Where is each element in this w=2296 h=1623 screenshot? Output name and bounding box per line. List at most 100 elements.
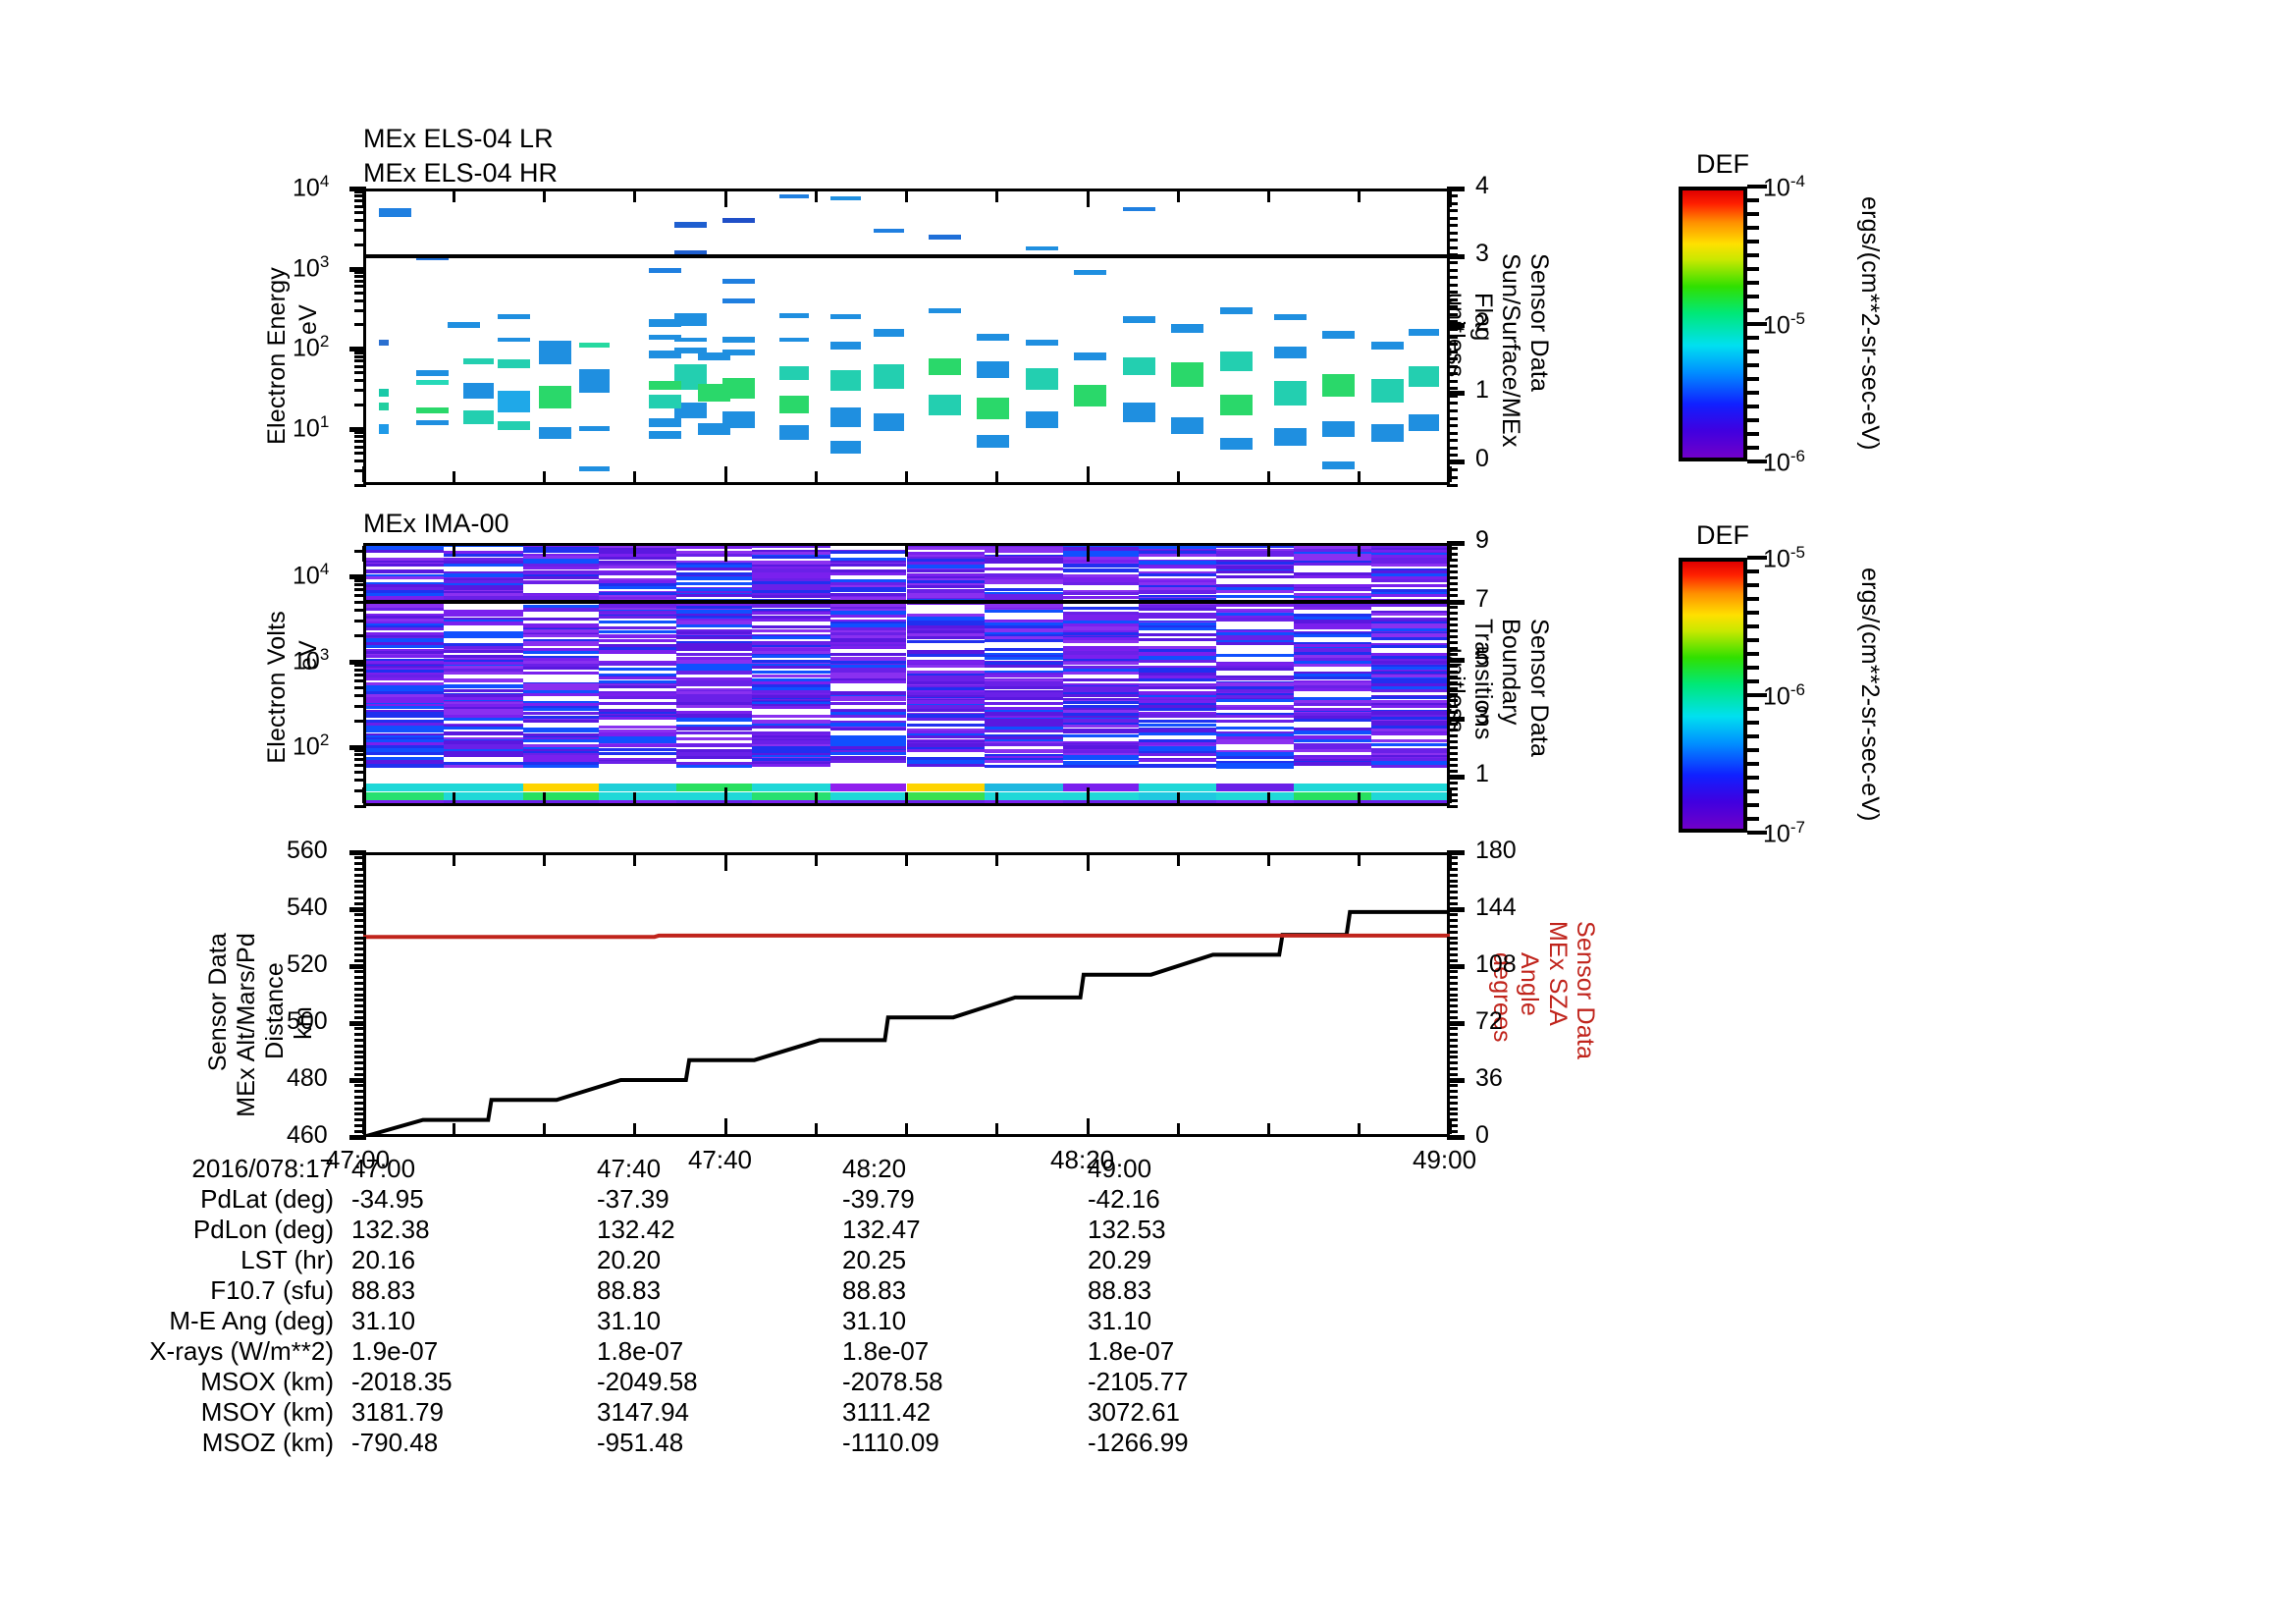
axis-tick [1747,267,1759,271]
table-cell: -42.16 [1088,1184,1160,1214]
table-cell: -1110.09 [842,1428,939,1457]
table-row: MSOZ (km) -790.48 -951.48 -1110.09 -1266.99 [0,1428,1333,1458]
table-row: LST (hr) 20.16 20.20 20.25 20.29 [0,1245,1333,1275]
table-cell: 132.53 [1088,1215,1166,1244]
table-cell: -1266.99 [1088,1428,1189,1457]
axis-tick [1747,789,1759,793]
table-cell: -37.39 [597,1184,669,1214]
axis-tick [1747,611,1759,615]
table-row-label: PdLat (deg) [200,1184,334,1214]
panel-bottom-plot-area[interactable] [363,852,1450,1137]
axis-tick [1747,336,1759,340]
axis-tick [1747,405,1759,408]
panel-bottom-left-axis-label-1: Sensor Data [204,933,232,1072]
panel-middle-left-axis-unit: eV [294,640,322,671]
panel-bottom-ytick-left: 520 [287,950,328,978]
panel-middle-right-axis-label-1: Sensor Data [1525,619,1553,758]
panel-middle-right-axis-label-2: Boundary [1497,619,1524,726]
panel-bottom-ytick-left: 560 [287,837,328,864]
colorbar-middle-gradient [1679,558,1747,833]
colorbar-middle-title: DEF [1696,520,1749,550]
panel-bottom-left-axis-label-4: km [290,1006,317,1040]
panel-top-left-axis-label: Electron Energy [263,267,291,445]
table-cell: 31.10 [1088,1306,1152,1335]
axis-tick [1747,803,1759,807]
table-cell: 31.10 [597,1306,662,1335]
panel-middle-right-axis-label-3: Transitions [1469,619,1497,740]
axis-tick [1747,253,1759,257]
table-row-label: MSOY (km) [200,1397,334,1427]
table-cell: 20.29 [1088,1245,1152,1274]
axis-tick [1747,432,1759,436]
data-table: 2016/078:17 47:00 47:40 48:20 49:00 PdLat (de… [0,1154,1531,1458]
panel-top-right-axis-label-1: Sensor Data [1525,253,1553,393]
panel-top-right-axis-label-3: Flag [1469,293,1497,342]
table-cell: -2105.77 [1088,1367,1189,1396]
axis-tick [1747,679,1759,683]
table-row-label: MSOX (km) [200,1367,334,1396]
panel-middle-right-tick: 1 [1475,760,1489,788]
axis-tick [1747,817,1759,821]
axis-tick [1747,776,1759,780]
colorbar-middle-tick-mid: 10-6 [1763,680,1805,711]
panel-bottom-ytick-left: 540 [287,893,328,921]
table-cell: 1.8e-07 [842,1336,930,1366]
table-cell: 20.16 [351,1245,416,1274]
panel-middle-right-tick: 9 [1475,526,1489,554]
panel-top-ytick: 101 [293,411,330,443]
table-row-label: X-rays (W/m**2) [149,1336,334,1366]
panel-middle-right-tick: 7 [1475,584,1489,613]
axis-tick [1747,569,1759,573]
table-cell: 132.47 [842,1215,921,1244]
panel-middle-left-axis-label: Electron Volts [263,611,291,764]
table-row: PdLon (deg) 132.38 132.42 132.47 132.53 [0,1215,1333,1245]
table-cell: 3181.79 [351,1397,444,1427]
axis-tick [1747,734,1759,738]
panel-top-ytick: 103 [293,251,330,282]
axis-tick [1747,583,1759,587]
table-cell: 1.9e-07 [351,1336,439,1366]
table-row-label: MSOZ (km) [201,1428,334,1457]
table-row-label: F10.7 (sfu) [210,1275,334,1305]
panel-top-right-tick: 0 [1475,444,1489,472]
table-cell: 31.10 [351,1306,416,1335]
panel-bottom-left-axis-label-3: Distance [261,962,289,1059]
panel-bottom-right-axis-label-1: Sensor Data [1572,921,1599,1060]
panel-bottom-ytick-right: 180 [1475,837,1517,864]
axis-tick [1747,240,1759,243]
panel-bottom-ytick-right: 36 [1475,1064,1503,1092]
table-cell: 3072.61 [1088,1397,1180,1427]
axis-tick [1747,652,1759,656]
table-cell: -34.95 [351,1184,424,1214]
axis-tick [1747,363,1759,367]
panel-top-right-tick: 4 [1475,172,1489,199]
table-row-label: PdLon (deg) [192,1215,334,1244]
table-cell: 132.38 [351,1215,430,1244]
panel-middle-right-axis-label-4: unitless [1442,648,1469,733]
panel-middle-plot-area[interactable] [363,543,1450,806]
table-row-label: 2016/078:17 [191,1154,334,1183]
axis-tick [1747,748,1759,752]
panel-top-right-tick: 1 [1475,376,1489,405]
colorbar-top-gradient [1679,187,1747,461]
panel-bottom-right-axis-label-4: degrees [1488,952,1516,1043]
colorbar-top-units: ergs/(cm**2-sr-sec-eV) [1856,196,1884,451]
panel-middle-title: MEx IMA-00 [363,509,509,538]
table-cell: -2049.58 [597,1367,698,1396]
axis-tick [1747,762,1759,766]
axis-tick [1747,446,1759,450]
axis-tick [1747,308,1759,312]
table-cell: 49:00 [1088,1154,1152,1183]
panel-top-title-lr: MEx ELS-04 LR [363,124,554,153]
panel-top-plot-area[interactable] [363,189,1450,485]
ephemeris-table: 2016/078:17 47:00 47:40 48:20 49:00 PdLat (de… [0,1154,1333,1458]
axis-tick [1747,377,1759,381]
table-cell: 3147.94 [597,1397,689,1427]
table-cell: 1.8e-07 [1088,1336,1175,1366]
axis-tick [1747,707,1759,711]
axis-tick [1747,638,1759,642]
table-cell: 88.83 [842,1275,907,1305]
table-row: X-rays (W/m**2) 1.9e-07 1.8e-07 1.8e-07 1.8e… [0,1336,1333,1367]
colorbar-middle-tick-min: 10-7 [1763,818,1805,848]
axis-tick [1747,418,1759,422]
